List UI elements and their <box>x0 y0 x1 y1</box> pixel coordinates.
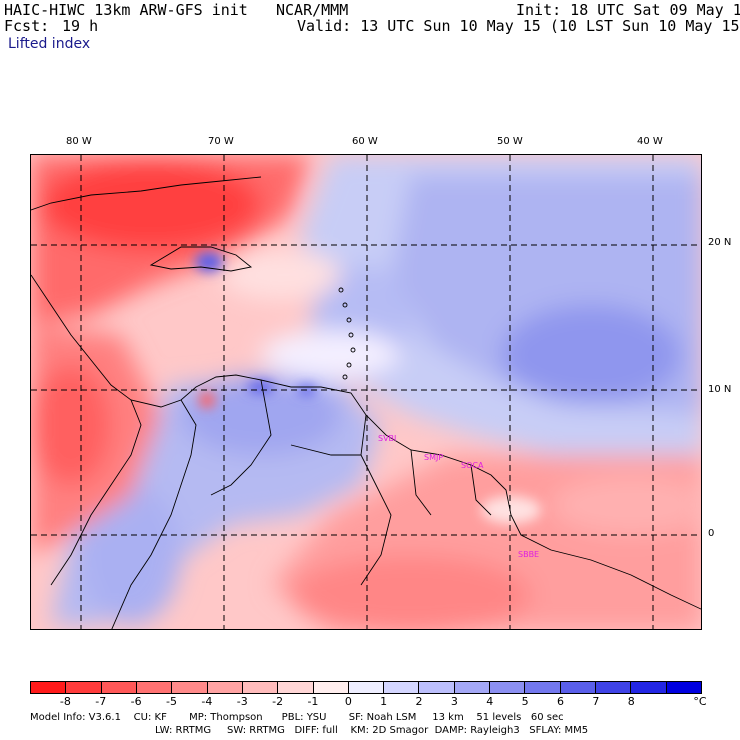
colorbar-tick-label: -4 <box>201 695 213 708</box>
station-label: SBBE <box>518 550 540 559</box>
colorbar-swatch <box>631 682 667 693</box>
lon-label-70w: 70 W <box>208 136 234 147</box>
lat-label-10n: 10 N <box>708 384 732 395</box>
colorbar-swatch <box>384 682 420 693</box>
lat-label-20n: 20 N <box>708 237 732 248</box>
colorbar-swatch <box>560 682 596 693</box>
lifted-index-map: SVBI SMJP SOCA SBBE <box>30 154 702 630</box>
lat-label-equator: 0 <box>708 528 715 539</box>
colorbar-tick-label: 1 <box>380 695 388 708</box>
colorbar-tick-label: 7 <box>592 695 600 708</box>
colorbar-swatch <box>313 682 349 693</box>
colorbar-swatch <box>31 682 67 693</box>
lat-lon-grid <box>31 155 701 629</box>
colorbar-swatch <box>490 682 526 693</box>
colorbar-tick-label: -3 <box>236 695 248 708</box>
colorbar-swatch <box>419 682 455 693</box>
forecast-label: Fcst: <box>4 17 50 35</box>
colorbar-swatch <box>172 682 208 693</box>
colorbar-swatch <box>596 682 632 693</box>
colorbar-tick-label: -7 <box>95 695 107 708</box>
colorbar-tick-label: 6 <box>557 695 565 708</box>
colorbar-swatch <box>101 682 137 693</box>
colorbar-tick-label: -8 <box>59 695 71 708</box>
colorbar-tick-label: 2 <box>415 695 423 708</box>
lon-label-60w: 60 W <box>352 136 378 147</box>
colorbar-tick-label: -5 <box>165 695 177 708</box>
model-title: HAIC-HIWC 13km ARW-GFS init <box>4 1 248 19</box>
colorbar-tick-label: -2 <box>272 695 284 708</box>
valid-time: Valid: 13 UTC Sun 10 May 15 (10 LST Sun … <box>297 17 740 35</box>
lon-label-50w: 50 W <box>497 136 523 147</box>
lon-label-80w: 80 W <box>66 136 92 147</box>
colorbar-swatch <box>666 682 701 693</box>
station-label: SMJP <box>424 453 444 462</box>
colorbar-swatch <box>207 682 243 693</box>
colorbar-tick-label: 8 <box>627 695 635 708</box>
island-chain <box>338 287 356 380</box>
field-shading <box>31 155 701 629</box>
colorbar-swatch <box>136 682 173 693</box>
field-name: Lifted index <box>8 36 91 52</box>
init-time: Init: 18 UTC Sat 09 May 15 <box>516 1 740 19</box>
colorbar-swatch <box>454 682 491 693</box>
coastlines <box>31 176 701 629</box>
colorbar-tick-label: -1 <box>307 695 319 708</box>
org-label: NCAR/MMM <box>276 1 349 19</box>
colorbar-swatch <box>348 682 385 693</box>
colorbar-swatch <box>525 682 561 693</box>
colorbar-tick-label: 4 <box>486 695 494 708</box>
colorbar-tick-label: -6 <box>130 695 142 708</box>
map-canvas <box>31 155 701 629</box>
colorbar-tick-label: 3 <box>450 695 458 708</box>
model-info-line1: Model Info: V3.6.1 CU: KF MP: Thompson P… <box>30 712 564 723</box>
station-label: SOCA <box>461 461 484 470</box>
colorbar-tick-label: 0 <box>344 695 352 708</box>
lon-label-40w: 40 W <box>637 136 663 147</box>
station-label: SVBI <box>378 434 397 443</box>
forecast-hour: 19 h <box>62 17 99 35</box>
colorbar-swatch <box>278 682 314 693</box>
colorbar-tick-label: 5 <box>521 695 529 708</box>
model-info-line2: LW: RRTMG SW: RRTMG DIFF: full KM: 2D Sm… <box>155 725 589 736</box>
colorbar-swatch <box>242 682 279 693</box>
colorbar-unit: °C <box>693 695 707 708</box>
colorbar <box>30 681 702 694</box>
colorbar-swatch <box>66 682 102 693</box>
